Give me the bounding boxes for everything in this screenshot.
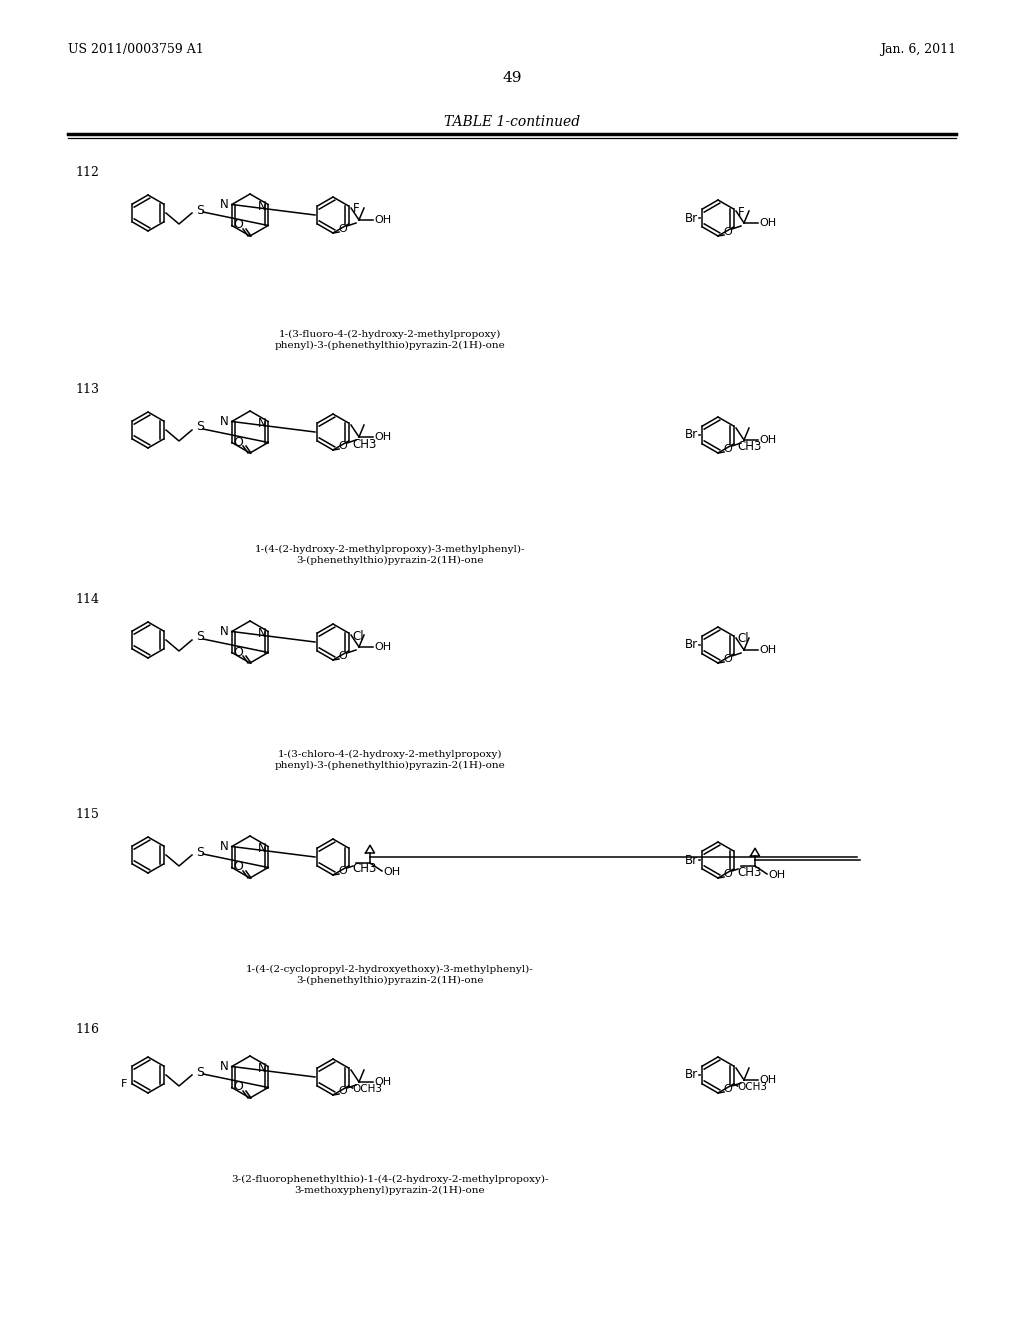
Text: TABLE 1-continued: TABLE 1-continued xyxy=(444,115,580,129)
Text: O: O xyxy=(339,224,347,234)
Text: CH3: CH3 xyxy=(737,441,762,454)
Text: OCH3: OCH3 xyxy=(737,1082,768,1092)
Text: CH3: CH3 xyxy=(352,437,377,450)
Text: F: F xyxy=(121,1078,127,1089)
Text: Br: Br xyxy=(685,854,698,866)
Text: N: N xyxy=(220,1060,228,1073)
Text: O: O xyxy=(724,869,732,879)
Text: O: O xyxy=(339,1086,347,1096)
Text: N: N xyxy=(257,842,266,855)
Text: 1-(4-(2-cyclopropyl-2-hydroxyethoxy)-3-methylphenyl)-
3-(phenethylthio)pyrazin-2: 1-(4-(2-cyclopropyl-2-hydroxyethoxy)-3-m… xyxy=(246,965,534,985)
Text: 114: 114 xyxy=(75,593,99,606)
Text: N: N xyxy=(257,201,266,213)
Text: CH3: CH3 xyxy=(737,866,762,879)
Text: 1-(3-chloro-4-(2-hydroxy-2-methylpropoxy)
phenyl)-3-(phenethylthio)pyrazin-2(1H): 1-(3-chloro-4-(2-hydroxy-2-methylpropoxy… xyxy=(274,750,506,770)
Text: N: N xyxy=(220,624,228,638)
Text: Cl: Cl xyxy=(352,630,365,643)
Text: OH: OH xyxy=(768,870,785,880)
Text: OH: OH xyxy=(374,1077,391,1086)
Text: 1-(3-fluoro-4-(2-hydroxy-2-methylpropoxy)
phenyl)-3-(phenethylthio)pyrazin-2(1H): 1-(3-fluoro-4-(2-hydroxy-2-methylpropoxy… xyxy=(274,330,506,350)
Text: S: S xyxy=(196,846,204,858)
Text: Br: Br xyxy=(685,429,698,441)
Text: O: O xyxy=(233,645,243,659)
Text: O: O xyxy=(339,866,347,876)
Text: OH: OH xyxy=(759,1074,776,1085)
Text: O: O xyxy=(233,436,243,449)
Text: 112: 112 xyxy=(75,166,99,180)
Text: OH: OH xyxy=(374,642,391,652)
Text: O: O xyxy=(233,1081,243,1093)
Text: F: F xyxy=(737,206,744,219)
Text: N: N xyxy=(220,840,228,853)
Text: OH: OH xyxy=(759,645,776,655)
Text: US 2011/0003759 A1: US 2011/0003759 A1 xyxy=(68,44,204,57)
Text: OH: OH xyxy=(374,432,391,442)
Text: S: S xyxy=(196,203,204,216)
Text: Br: Br xyxy=(685,1068,698,1081)
Text: N: N xyxy=(257,1063,266,1074)
Text: OH: OH xyxy=(759,436,776,445)
Text: 115: 115 xyxy=(75,808,99,821)
Text: O: O xyxy=(233,861,243,874)
Text: S: S xyxy=(196,421,204,433)
Text: O: O xyxy=(724,444,732,454)
Text: O: O xyxy=(724,1084,732,1094)
Text: 113: 113 xyxy=(75,383,99,396)
Text: S: S xyxy=(196,1065,204,1078)
Text: S: S xyxy=(196,631,204,644)
Text: Cl: Cl xyxy=(737,632,750,645)
Text: CH3: CH3 xyxy=(352,862,377,875)
Text: Br: Br xyxy=(685,639,698,652)
Text: OH: OH xyxy=(383,867,400,876)
Text: N: N xyxy=(257,627,266,640)
Text: N: N xyxy=(220,198,228,211)
Text: 116: 116 xyxy=(75,1023,99,1036)
Text: O: O xyxy=(339,441,347,451)
Text: F: F xyxy=(352,202,359,215)
Text: Jan. 6, 2011: Jan. 6, 2011 xyxy=(880,44,956,57)
Text: OH: OH xyxy=(374,215,391,224)
Text: N: N xyxy=(257,417,266,430)
Text: 1-(4-(2-hydroxy-2-methylpropoxy)-3-methylphenyl)-
3-(phenethylthio)pyrazin-2(1H): 1-(4-(2-hydroxy-2-methylpropoxy)-3-methy… xyxy=(255,545,525,565)
Text: 49: 49 xyxy=(502,71,522,84)
Text: OH: OH xyxy=(759,218,776,228)
Text: O: O xyxy=(724,653,732,664)
Text: Br: Br xyxy=(685,211,698,224)
Text: OCH3: OCH3 xyxy=(352,1084,383,1094)
Text: 3-(2-fluorophenethylthio)-1-(4-(2-hydroxy-2-methylpropoxy)-
3-methoxyphenyl)pyra: 3-(2-fluorophenethylthio)-1-(4-(2-hydrox… xyxy=(231,1175,549,1195)
Text: O: O xyxy=(233,219,243,231)
Text: N: N xyxy=(220,414,228,428)
Text: O: O xyxy=(724,227,732,238)
Text: O: O xyxy=(339,651,347,661)
